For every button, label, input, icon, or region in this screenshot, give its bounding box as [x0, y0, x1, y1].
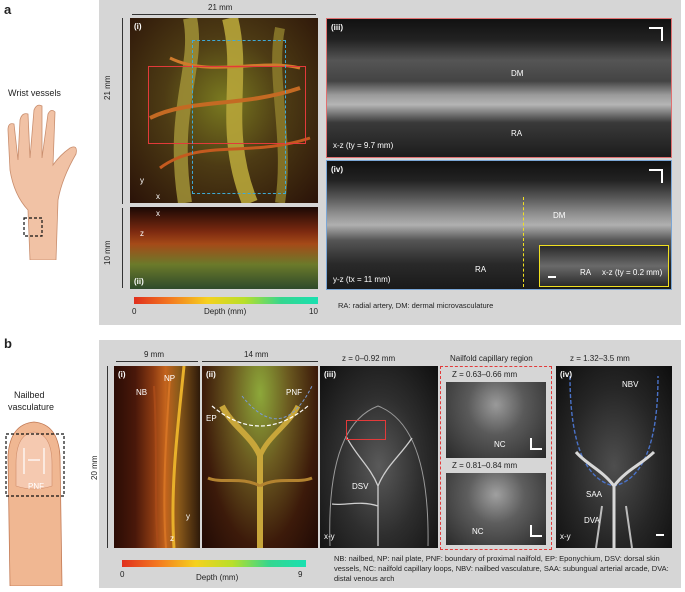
a-iv-inset: RA x-z (ty = 0.2 mm): [539, 245, 669, 287]
wrist-vessels-label: Wrist vessels: [8, 88, 61, 98]
b-iv-scale-bar: [656, 534, 664, 536]
b-colorbar-min: 0: [120, 570, 125, 579]
b-i-axis-z: z: [170, 534, 174, 543]
b-nail-nc2: NC: [472, 527, 484, 536]
b-iii-title: z = 0–0.92 mm: [342, 354, 396, 363]
a-colorbar-label: Depth (mm): [204, 307, 247, 316]
a-i-label: (i): [134, 22, 142, 31]
wrist-roi-box: [23, 217, 43, 237]
a-i-blue-roi: [192, 40, 286, 194]
wrist-hand-illustration: [7, 104, 77, 260]
b-ii-pnf: PNF: [286, 388, 302, 397]
a-iv-label: (iv): [331, 165, 343, 174]
b-iv-title: z = 1.32–3.5 mm: [570, 354, 630, 363]
b-dim-i-label: 9 mm: [144, 350, 164, 359]
a-colorbar: [134, 297, 318, 304]
b-dim-left-line: [107, 366, 108, 548]
b-i-axis-y: y: [186, 512, 190, 521]
b-iv-dva: DVA: [584, 516, 600, 525]
a-iii-ra: RA: [511, 129, 523, 138]
a-inset-ra: RA: [580, 268, 592, 277]
b-ii-ep: EP: [206, 414, 217, 423]
b-ii-depth-image: (ii) PNF EP: [202, 366, 318, 548]
b-i-label: (i): [118, 370, 126, 379]
b-nail-title: Nailfold capillary region: [450, 354, 533, 363]
b-colorbar: [122, 560, 306, 567]
a-colorbar-max: 10: [309, 307, 318, 316]
a-iii-caption: x-z (ty = 9.7 mm): [333, 141, 394, 150]
b-iv-xy: x-y: [560, 532, 571, 541]
a-iv-caption: y-z (tx = 11 mm): [333, 275, 391, 284]
a-i-red-roi: [148, 66, 306, 144]
b-nail-image-1: NC: [446, 382, 546, 458]
b-iv-xy-image: (iv) NBV SAA DVA x-y: [556, 366, 672, 548]
a-iii-label: (iii): [331, 23, 343, 32]
a-ii-axis-x: x: [156, 209, 160, 218]
b-iii-dsv: DSV: [352, 482, 369, 491]
nailbed-label-1: Nailbed: [14, 390, 45, 400]
b-ii-label: (ii): [206, 370, 216, 379]
a-inset-caption: x-z (ty = 0.2 mm): [602, 268, 663, 277]
finger-illustration: [5, 421, 65, 586]
a-iv-yz-image: (iv) DM RA y-z (tx = 11 mm) RA x-z (ty =…: [326, 160, 672, 290]
b-iii-xy-image: (iii) DSV x-y: [320, 366, 438, 548]
b-nail-scale-1: [530, 438, 542, 450]
b-i-nb: NB: [136, 388, 148, 397]
b-colorbar-max: 9: [298, 570, 303, 579]
a-inset-scale-bar: [548, 276, 556, 278]
a-iii-dm: DM: [511, 69, 524, 78]
panel-b-letter: b: [4, 336, 12, 351]
a-iv-scale-corner: [649, 169, 663, 183]
b-dim-left-label: 20 mm: [90, 455, 99, 480]
a-colorbar-min: 0: [132, 307, 137, 316]
panel-a-letter: a: [4, 2, 12, 17]
a-dim-top-line: [132, 14, 316, 15]
b-nail-scale-2: [530, 525, 542, 537]
a-dim-left-line: [122, 18, 123, 204]
b-iii-red-roi: [346, 420, 386, 440]
a-iii-xz-image: (iii) DM RA x-z (ty = 9.7 mm): [326, 18, 672, 158]
b-iii-label: (iii): [324, 370, 336, 379]
finger-pnf-label: PNF: [28, 482, 44, 491]
b-dim-ii-label: 14 mm: [244, 350, 269, 359]
a-ii-depth-image: (ii) x z: [130, 207, 318, 289]
a-i-axis-x: x: [156, 192, 160, 201]
b-nail-frame: [440, 366, 552, 550]
a-dim-left-label: 21 mm: [103, 75, 112, 100]
b-dim-i-line: [116, 361, 198, 362]
b-colorbar-label: Depth (mm): [196, 573, 239, 582]
a-i-axis-y: y: [140, 176, 144, 185]
a-iii-scale-corner: [649, 27, 663, 41]
nailbed-label-2: vasculature: [8, 402, 55, 412]
a-i-depth-image: (i) y x: [130, 18, 318, 203]
b-nail-z1: Z = 0.63–0.66 mm: [452, 370, 518, 379]
a-iv-dm: DM: [553, 211, 566, 220]
b-iii-xy: x-y: [324, 532, 335, 541]
b-i-depth-image: (i) NP NB y z: [114, 366, 200, 548]
b-iv-saa: SAA: [586, 490, 603, 499]
b-abbreviations: NB: nailbed, NP: nail plate, PNF: bounda…: [334, 554, 669, 583]
b-nail-nc1: NC: [494, 440, 506, 449]
b-iv-label: (iv): [560, 370, 572, 379]
a-ii-label: (ii): [134, 277, 144, 286]
a-iv-yellow-line: [523, 197, 524, 287]
a-dim-top-label: 21 mm: [208, 3, 233, 12]
a-iv-ra: RA: [475, 265, 487, 274]
b-nail-image-2: NC: [446, 473, 546, 545]
a-dim-left-ii-line: [122, 208, 123, 288]
a-dim-left-ii-label: 10 mm: [103, 240, 112, 265]
b-dim-ii-line: [202, 361, 318, 362]
a-ii-axis-z: z: [140, 229, 144, 238]
b-iv-nbv: NBV: [622, 380, 639, 389]
b-i-np: NP: [164, 374, 176, 383]
b-nail-z2: Z = 0.81–0.84 mm: [452, 461, 518, 470]
a-abbreviations: RA: radial artery, DM: dermal microvascu…: [338, 301, 494, 310]
